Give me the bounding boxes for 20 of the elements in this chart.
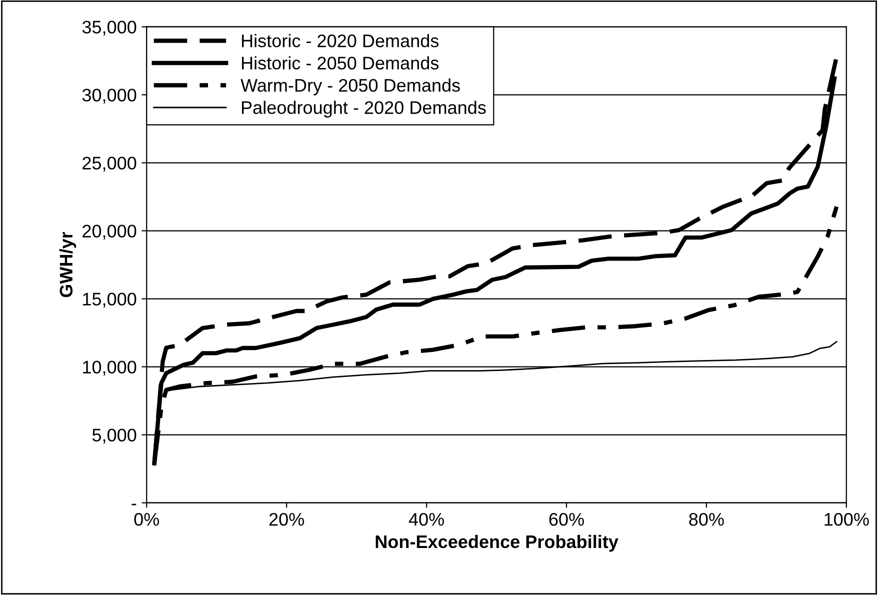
y-tick-label: - (132, 504, 136, 506)
y-tick-label: 15,000 (83, 292, 136, 308)
y-tick-label: 25,000 (82, 156, 136, 172)
legend-label: Historic - 2020 Demands (242, 34, 439, 48)
y-tick-label: 5,000 (92, 428, 136, 444)
x-tick-label: 60% (549, 512, 584, 526)
y-tick-label: 20,000 (82, 224, 136, 240)
y-tick-label: 30,000 (82, 88, 136, 104)
legend-label: Paleodrought - 2020 Demands (242, 100, 486, 118)
x-tick-label: 40% (408, 512, 444, 526)
x-tick-label: 100% (824, 512, 869, 526)
x-tick-label: 20% (269, 512, 304, 526)
x-axis-title: Non-Exceedence Probability (376, 534, 618, 552)
x-tick-label: 0% (134, 512, 160, 526)
legend-label: Historic - 2050 Demands (242, 56, 439, 70)
x-tick-label: 80% (689, 512, 724, 526)
y-tick-label: 35,000 (82, 20, 136, 36)
y-axis-title: GWH/yr (59, 232, 76, 298)
legend-label: Warm-Dry - 2050 Demands (240, 78, 460, 96)
y-tick-label: 10,000 (83, 360, 136, 376)
